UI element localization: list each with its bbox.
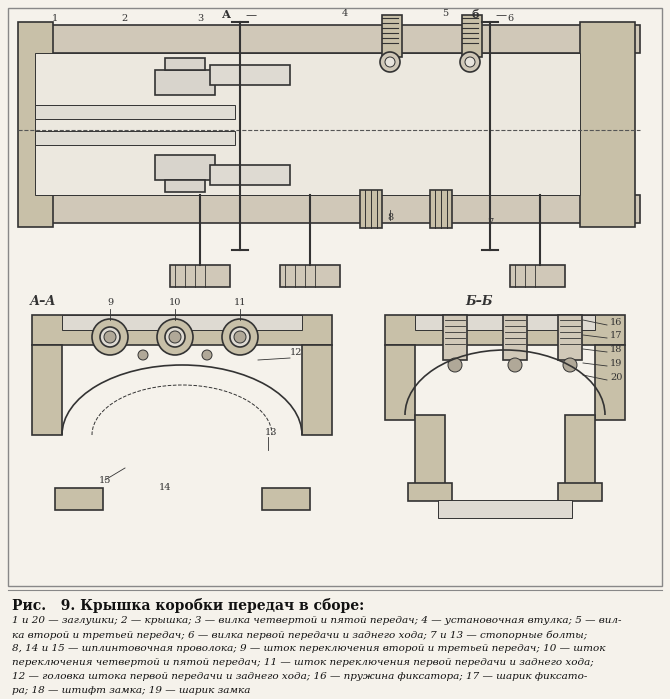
Circle shape (234, 331, 246, 343)
Bar (165, 180, 205, 192)
Bar (165, 58, 205, 70)
Bar (385, 315, 625, 345)
Text: 11: 11 (234, 298, 247, 307)
Circle shape (165, 327, 185, 347)
Bar (155, 70, 215, 95)
Bar (360, 190, 382, 228)
Circle shape (138, 350, 148, 360)
Text: 14: 14 (159, 483, 172, 492)
Bar (382, 15, 402, 57)
Bar (302, 345, 332, 435)
Bar (30, 25, 640, 53)
Text: 12 — головка штока первой передачи и заднего хода; 16 — пружина фиксатора; 17 — : 12 — головка штока первой передачи и зад… (12, 672, 588, 681)
Bar (510, 265, 565, 287)
Text: 8: 8 (387, 213, 393, 222)
Bar (155, 155, 215, 180)
Circle shape (448, 358, 462, 372)
Bar (438, 500, 572, 518)
Circle shape (92, 319, 128, 355)
Bar (32, 345, 62, 435)
Circle shape (465, 57, 475, 67)
Polygon shape (62, 435, 95, 490)
Text: 9: 9 (107, 298, 113, 307)
Circle shape (385, 57, 395, 67)
Text: 8, 14 и 15 — шплинтовочная проволока; 9 — шток переключения второй и третьей пер: 8, 14 и 15 — шплинтовочная проволока; 9 … (12, 644, 606, 653)
Text: 1: 1 (52, 14, 58, 23)
Bar (462, 15, 482, 57)
Circle shape (202, 350, 212, 360)
Text: 7: 7 (487, 218, 493, 227)
Circle shape (100, 327, 120, 347)
Text: 17: 17 (610, 331, 622, 340)
Bar (35, 105, 235, 119)
Text: 19: 19 (610, 359, 622, 368)
Bar (430, 190, 452, 228)
Circle shape (169, 331, 181, 343)
Text: 12: 12 (290, 348, 302, 357)
Text: 2: 2 (122, 14, 128, 23)
Text: 5: 5 (442, 9, 448, 18)
Circle shape (380, 52, 400, 72)
Text: 10: 10 (169, 298, 181, 307)
Bar (565, 415, 595, 485)
Bar (32, 315, 332, 345)
Text: б: б (472, 9, 480, 20)
Text: ка второй и третьей передач; 6 — вилка первой передачи и заднего хода; 7 и 13 — : ка второй и третьей передач; 6 — вилка п… (12, 630, 587, 640)
Text: —: — (495, 10, 506, 20)
Text: Б–Б: Б–Б (465, 295, 492, 308)
Text: Рис.   9. Крышка коробки передач в сборе:: Рис. 9. Крышка коробки передач в сборе: (12, 598, 364, 613)
Text: 6: 6 (507, 14, 513, 23)
Bar (170, 265, 230, 287)
Bar (558, 483, 602, 501)
Text: А: А (222, 9, 231, 20)
Bar (503, 315, 527, 360)
Bar (30, 195, 640, 223)
Bar (35, 53, 580, 195)
Bar (210, 65, 290, 85)
Bar (415, 315, 595, 330)
Text: А–А: А–А (30, 295, 56, 308)
Bar (262, 488, 310, 510)
Bar (580, 22, 635, 227)
Bar (595, 345, 625, 420)
Circle shape (230, 327, 250, 347)
Bar (558, 315, 582, 360)
Text: 4: 4 (342, 9, 348, 18)
Bar (443, 315, 467, 360)
Circle shape (157, 319, 193, 355)
Bar (18, 22, 53, 227)
Circle shape (563, 358, 577, 372)
Polygon shape (268, 435, 302, 490)
Text: —: — (245, 10, 256, 20)
Text: 15: 15 (98, 476, 111, 485)
Bar (408, 483, 452, 501)
Bar (415, 415, 445, 485)
Bar (280, 265, 340, 287)
Text: 16: 16 (610, 318, 622, 327)
Bar (55, 488, 103, 510)
Circle shape (222, 319, 258, 355)
Text: ра; 18 — штифт замка; 19 — шарик замка: ра; 18 — штифт замка; 19 — шарик замка (12, 686, 251, 695)
Text: 1 и 20 — заглушки; 2 — крышка; 3 — вилка четвертой и пятой передач; 4 — установо: 1 и 20 — заглушки; 2 — крышка; 3 — вилка… (12, 616, 622, 625)
Text: 20: 20 (610, 373, 622, 382)
Text: 3: 3 (197, 14, 203, 23)
Circle shape (460, 52, 480, 72)
Text: 18: 18 (610, 345, 622, 354)
Bar (35, 131, 235, 145)
Text: переключения четвертой и пятой передач; 11 — шток переключения первой передачи и: переключения четвертой и пятой передач; … (12, 658, 594, 667)
Circle shape (104, 331, 116, 343)
Circle shape (508, 358, 522, 372)
Text: 13: 13 (265, 428, 277, 437)
Bar (210, 165, 290, 185)
Bar (8, 8, 662, 586)
Bar (385, 345, 415, 420)
Bar (62, 315, 302, 330)
